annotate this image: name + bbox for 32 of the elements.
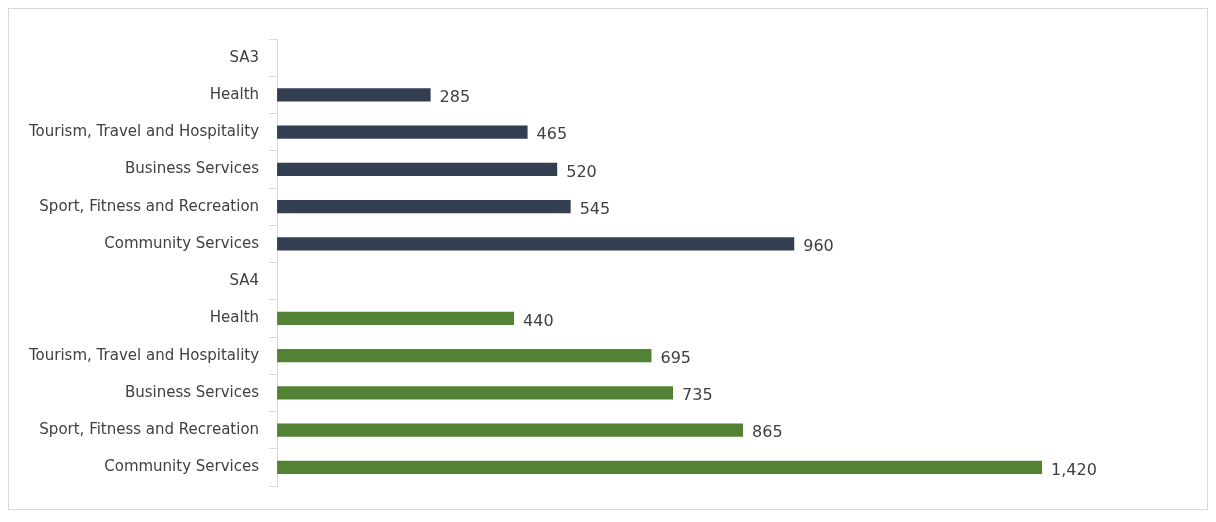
- y-tick-label: Tourism, Travel and Hospitality: [27, 122, 260, 141]
- y-tick-label: Community Services: [104, 233, 260, 252]
- data-label: 735: [682, 385, 713, 405]
- bar: [277, 423, 744, 437]
- bar: [277, 162, 558, 177]
- y-tick-label: Health: [209, 308, 260, 327]
- data-label: 960: [803, 236, 834, 256]
- data-label: 1,420: [1051, 459, 1097, 479]
- y-tick-label: Community Services: [104, 457, 260, 476]
- data-label: 695: [660, 347, 692, 367]
- y-tick-label: Sport, Fitness and Recreation: [39, 420, 260, 439]
- bar: [277, 386, 674, 400]
- data-label: 440: [523, 310, 554, 330]
- data-label: 520: [566, 161, 597, 181]
- bar: [277, 88, 431, 102]
- y-tick-label: SA3: [229, 47, 260, 66]
- bar: [277, 348, 652, 363]
- bar: [277, 460, 1043, 475]
- bar: [277, 125, 528, 139]
- y-tick-label: Health: [209, 84, 260, 103]
- bar: [277, 311, 515, 326]
- y-tick-label: SA4: [229, 271, 260, 290]
- y-tick-label: Business Services: [124, 382, 260, 401]
- data-label: 545: [579, 198, 611, 218]
- bar: [277, 199, 571, 214]
- data-label: 865: [752, 422, 783, 442]
- bar: [277, 237, 795, 251]
- data-label: 465: [536, 124, 568, 144]
- y-tick-label: Business Services: [124, 159, 260, 178]
- y-tick-label: Tourism, Travel and Hospitality: [27, 345, 260, 364]
- y-tick-label: Sport, Fitness and Recreation: [39, 196, 260, 215]
- data-label: 285: [439, 87, 471, 107]
